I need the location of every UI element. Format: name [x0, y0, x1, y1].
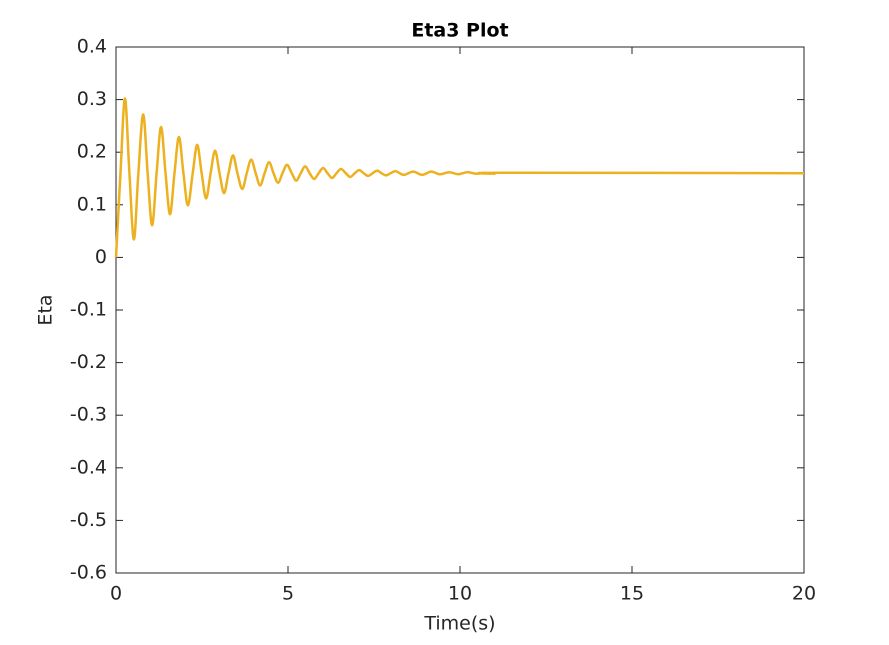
- y-tick-label: -0.1: [70, 299, 107, 321]
- x-tick-label: 5: [282, 583, 294, 605]
- y-tick-label: 0: [95, 246, 107, 268]
- y-tick-label: 0.1: [77, 193, 107, 215]
- x-axis-label: Time(s): [423, 613, 495, 635]
- x-tick-label: 0: [110, 583, 122, 605]
- y-tick-label: 0.2: [77, 141, 107, 163]
- data-line: [114, 97, 805, 258]
- x-tick-label: 20: [792, 583, 816, 605]
- y-tick-label: -0.4: [70, 456, 107, 478]
- x-tick-label: 15: [620, 583, 644, 605]
- plot-box: [115, 46, 805, 574]
- y-tick-label: -0.6: [70, 562, 107, 584]
- y-tick-label: -0.2: [70, 351, 107, 373]
- y-tick-label: -0.3: [70, 404, 107, 426]
- y-tick-label: 0.3: [77, 88, 107, 110]
- y-tick-label: 0.4: [77, 36, 107, 58]
- x-tick-label: 10: [448, 583, 472, 605]
- y-tick-label: -0.5: [70, 509, 107, 531]
- chart-title: Eta3 Plot: [411, 20, 508, 42]
- y-axis-label: Eta: [35, 294, 57, 325]
